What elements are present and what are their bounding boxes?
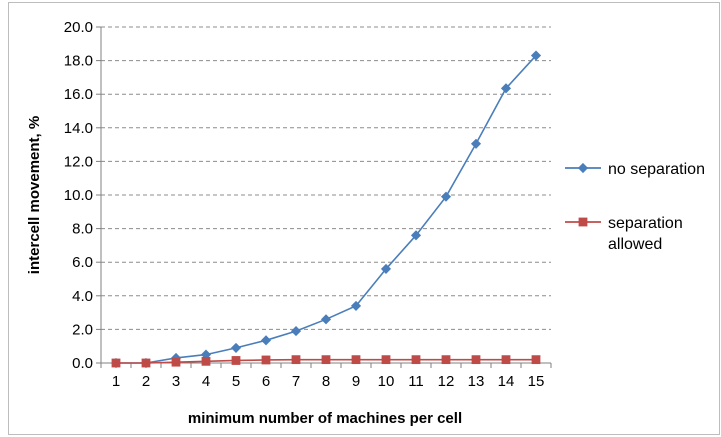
x-tick-label: 13 [468,373,485,390]
data-point-no-separation [530,50,542,61]
y-tick-label: 2.0 [72,321,93,338]
data-point-no-separation [440,191,452,202]
x-tick-label: 1 [112,373,120,390]
y-tick-label: 20.0 [64,19,93,36]
data-point-separation-allowed [501,355,511,365]
data-point-separation-allowed [231,356,241,365]
data-point-no-separation [500,83,512,94]
x-tick-label: 6 [262,373,270,390]
data-point-separation-allowed [261,355,271,365]
legend-marker-no-separation [577,162,589,174]
x-tick-label: 15 [528,373,545,390]
data-point-no-separation [320,314,332,325]
legend-label-no-separation: no separation [608,161,705,178]
x-tick-label: 14 [498,373,515,390]
data-point-separation-allowed [291,355,301,365]
data-point-separation-allowed [321,355,331,365]
data-point-no-separation [380,263,392,274]
y-tick-labels: 0.0 2.0 4.0 6.0 8.0 10.0 12.0 14.0 16.0 18.0 20.0 [64,19,93,372]
data-point-no-separation [350,300,362,311]
data-point-separation-allowed [141,358,151,368]
series-separation-allowed [111,355,541,368]
y-tick-label: 18.0 [64,53,93,70]
y-axis-title: intercell movement, % [26,116,43,274]
x-tick-label: 11 [408,373,424,390]
y-tick-label: 4.0 [72,288,93,305]
x-tick-label: 12 [438,373,455,390]
series [110,50,542,369]
legend-label-separation-allowed: allowed [608,236,662,253]
data-point-separation-allowed [171,357,181,367]
y-tick-label: 8.0 [72,221,93,238]
data-point-no-separation [290,326,302,337]
legend-item-no-separation: no separation [565,161,705,178]
x-tick-label: 9 [352,373,360,390]
data-point-separation-allowed [531,355,541,365]
legend-marker-separation-allowed [578,217,588,227]
x-tick-labels: 1 2 3 4 5 6 7 8 9 10 11 12 13 14 15 [112,373,545,390]
x-tick-label: 8 [322,373,330,390]
gridlines [101,26,551,330]
y-tick-label: 0.0 [72,355,93,372]
data-point-no-separation [470,138,482,149]
x-tick-label: 4 [202,373,210,390]
y-tick-label: 6.0 [72,254,93,271]
y-tick-label: 12.0 [64,153,93,170]
x-tick-label: 5 [232,373,240,390]
data-point-no-separation [410,230,422,241]
data-point-separation-allowed [441,355,451,365]
data-point-separation-allowed [351,355,361,365]
data-point-separation-allowed [201,356,211,366]
data-point-no-separation [230,342,242,353]
legend: no separation separation allowed [565,161,705,253]
x-tick-label: 3 [172,373,180,390]
data-point-no-separation [260,335,272,346]
x-tick-label: 2 [142,373,150,390]
y-tick-label: 14.0 [64,120,93,137]
x-tick-label: 10 [378,373,395,390]
x-tick-label: 7 [292,373,300,390]
x-axis-title: minimum number of machines per cell [188,410,462,427]
y-tick-label: 10.0 [64,187,93,204]
legend-label-separation-allowed: separation [608,215,683,232]
y-tick-label: 16.0 [64,86,93,103]
series-no-separation [110,50,542,369]
data-point-separation-allowed [381,355,391,365]
data-point-separation-allowed [111,358,121,368]
legend-item-separation-allowed: separation allowed [565,215,683,253]
data-point-separation-allowed [471,355,481,365]
data-point-separation-allowed [411,355,421,365]
